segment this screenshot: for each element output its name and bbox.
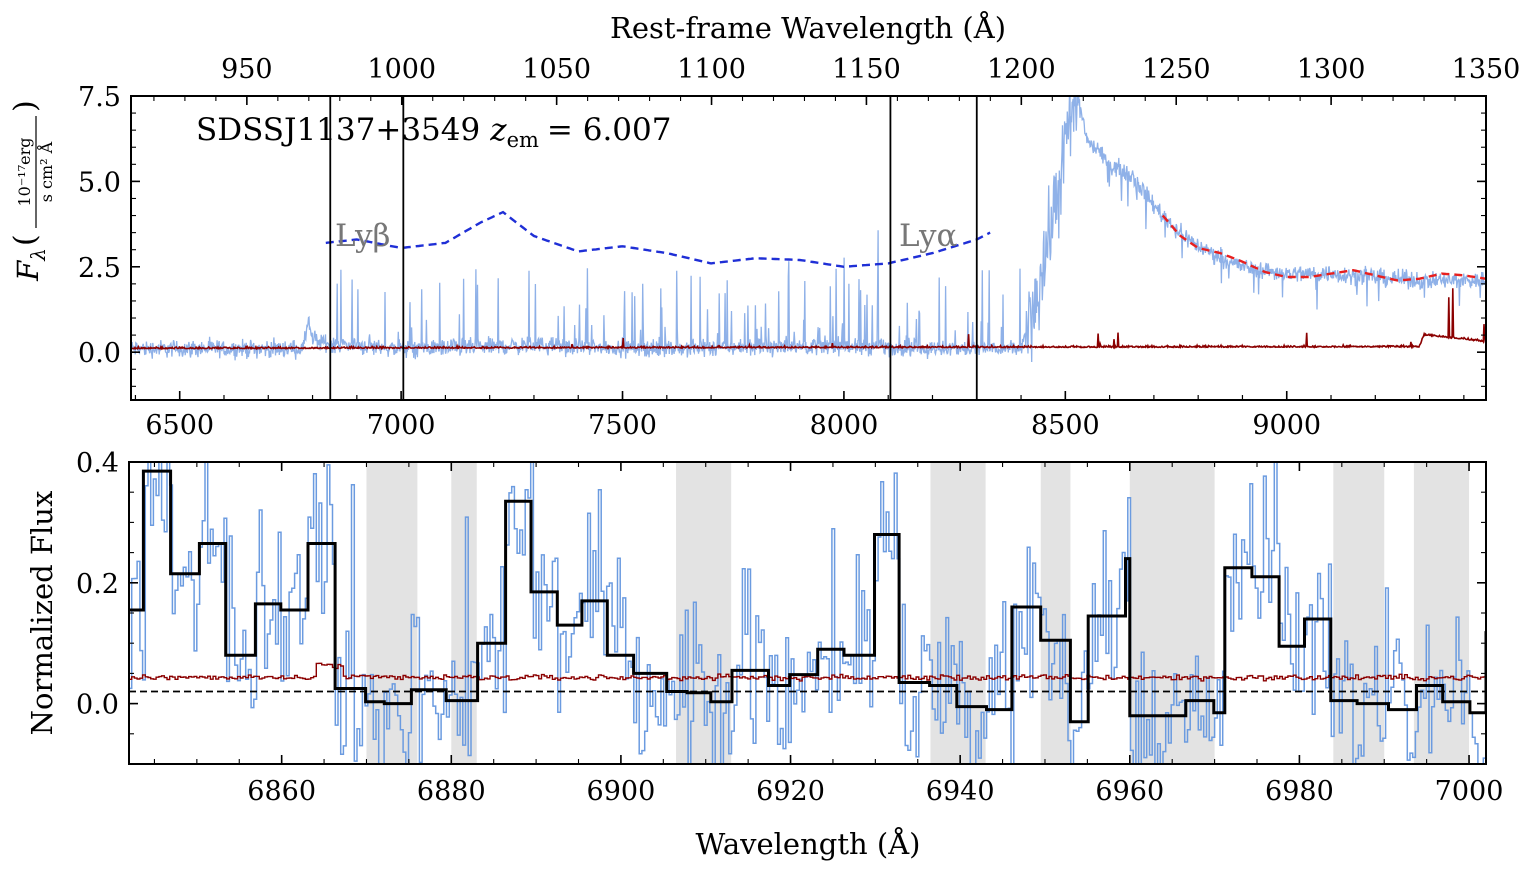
- bottom-x-axis-label: Wavelength (Å): [696, 826, 921, 861]
- z-label: z: [489, 112, 507, 148]
- rest-tick-label: 1000: [367, 54, 436, 85]
- top-plot-area: [131, 96, 1486, 363]
- bottom-x-tick-label: 6940: [926, 776, 995, 807]
- shaded-region: [1129, 462, 1215, 764]
- top-y-tick-label: 5.0: [78, 167, 121, 198]
- units-paren-close: ): [8, 100, 43, 112]
- rest-tick-label: 1250: [1142, 54, 1211, 85]
- z-subscript: em: [507, 128, 539, 152]
- bottom-x-tick-label: 6860: [247, 776, 316, 807]
- bottom-panel-x-ticks: 6860 6880 6900 6920 6940 6960 6980 7000: [153, 462, 1504, 807]
- bottom-panel: 6860 6880 6900 6920 6940 6960 6980 7000 0.00.20…: [25, 448, 1504, 861]
- bottom-y-tick-label: 0.0: [76, 690, 119, 721]
- flux-symbol: Fλ: [11, 248, 50, 282]
- top-y-tick-label: 7.5: [78, 82, 121, 113]
- bottom-plot-area: [129, 462, 1486, 764]
- bottom-x-tick-label: 6920: [756, 776, 825, 807]
- ly-alpha-label: Lyα: [899, 218, 958, 254]
- flux-symbol-sub: λ: [26, 248, 50, 262]
- rest-tick-label: 1300: [1297, 54, 1366, 85]
- flux-symbol-main: F: [11, 260, 45, 282]
- red-fit-dashed-line: [1161, 214, 1486, 282]
- top-x-tick-label: 7500: [588, 410, 657, 441]
- rest-frame-axis-label: Rest-frame Wavelength (Å): [610, 10, 1006, 45]
- error-spectrum-line: [131, 288, 1486, 351]
- units-numerator: 10⁻¹⁷erg: [15, 138, 34, 207]
- rest-tick-label: 1100: [677, 54, 746, 85]
- blue-continuum-dashed-line: [325, 210, 991, 269]
- top-y-tick-label: 2.5: [78, 253, 121, 284]
- units-paren-open: (: [8, 234, 43, 246]
- z-value: = 6.007: [547, 112, 672, 148]
- rest-tick-label: 1350: [1452, 54, 1521, 85]
- bottom-x-tick-label: 7000: [1435, 776, 1504, 807]
- rest-tick-label: 1050: [522, 54, 591, 85]
- top-vertical-lines: [329, 96, 978, 400]
- rest-tick-label: 950: [221, 54, 273, 85]
- bottom-y-tick-label: 0.4: [76, 448, 119, 479]
- bottom-x-tick-label: 6960: [1095, 776, 1164, 807]
- top-x-tick-label: 9000: [1252, 410, 1321, 441]
- binned-flux-step-line: [129, 469, 1486, 724]
- top-x-tick-label: 8500: [1031, 410, 1100, 441]
- top-y-tick-label: 0.0: [78, 338, 121, 369]
- shaded-region: [1040, 462, 1071, 764]
- bottom-panel-y-ticks: 0.0 0.2 0.4: [76, 448, 1486, 765]
- object-name: SDSSJ1137+3549: [196, 112, 480, 148]
- shaded-region: [1333, 462, 1385, 764]
- observed-flux-line: [131, 96, 1486, 363]
- pixel-error-step-line: [129, 662, 1486, 682]
- bottom-y-axis-label: Normalized Flux: [25, 491, 59, 736]
- bottom-x-tick-label: 6900: [587, 776, 656, 807]
- shaded-region: [1413, 462, 1470, 764]
- bottom-x-tick-label: 6880: [417, 776, 486, 807]
- shaded-region: [930, 462, 986, 764]
- rest-frame-ticks: 950 1000 1050 1100 1150 1200 1250 1300 1350: [153, 54, 1521, 105]
- top-panel-y-ticks: 0.0 2.5 5.0 7.5: [78, 82, 1486, 387]
- rest-tick-label: 1200: [987, 54, 1056, 85]
- top-panel: 6500 7000 7500 8000 8500 9000 0.0 2.5 5.0 7.5 95…: [8, 10, 1520, 441]
- bottom-y-tick-label: 0.2: [76, 569, 119, 600]
- units-denominator: s cm² Å: [36, 141, 56, 202]
- shaded-region: [366, 462, 418, 764]
- bottom-x-tick-label: 6980: [1265, 776, 1334, 807]
- top-x-tick-label: 6500: [145, 410, 214, 441]
- rest-tick-label: 1150: [832, 54, 901, 85]
- ly-beta-label: Lyβ: [335, 218, 390, 254]
- shaded-region: [451, 462, 477, 764]
- top-y-axis-label: Fλ ( 10⁻¹⁷erg s cm² Å ): [8, 100, 56, 282]
- object-title: SDSSJ1137+3549 zem = 6.007: [196, 112, 671, 152]
- top-x-tick-label: 7000: [367, 410, 436, 441]
- top-panel-x-ticks: 6500 7000 7500 8000 8500 9000: [134, 391, 1465, 441]
- top-axes-frame: [130, 95, 1487, 401]
- bottom-shaded-regions: [366, 462, 1470, 764]
- pixel-flux-step-line: [129, 462, 1486, 764]
- top-x-tick-label: 8000: [810, 410, 879, 441]
